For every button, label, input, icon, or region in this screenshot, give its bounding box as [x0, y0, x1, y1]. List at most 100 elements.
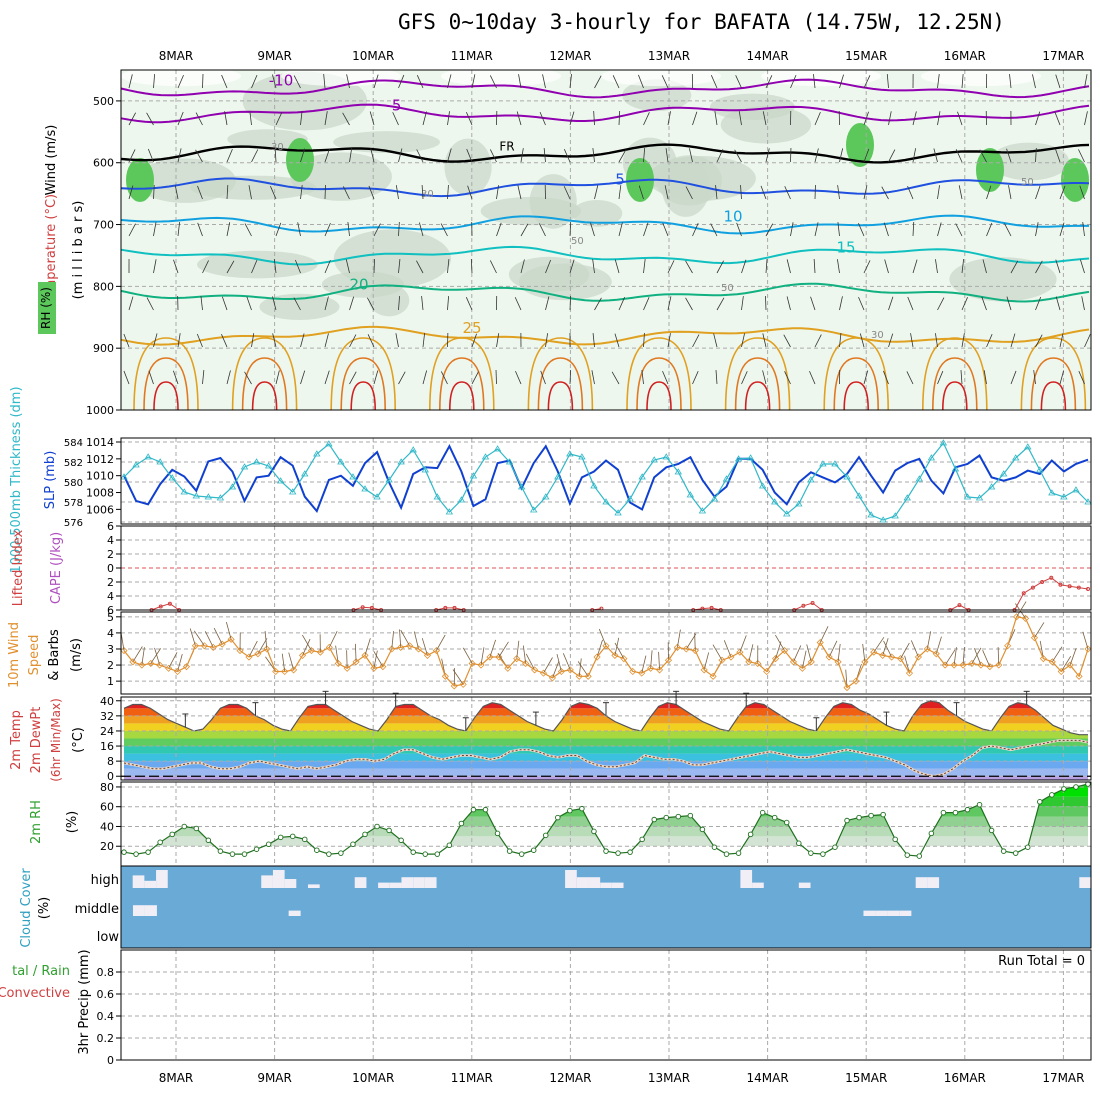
rh-point — [784, 819, 790, 826]
rh-point — [289, 833, 296, 840]
rh-point — [482, 806, 489, 813]
wind-barb — [251, 74, 258, 89]
surface-wind-barb — [801, 650, 807, 669]
wind-barb — [246, 296, 252, 311]
lifted-index-point — [957, 603, 962, 608]
rh-contour-label: 30 — [271, 142, 284, 153]
y-tick-label: 0 — [107, 770, 114, 783]
wind-speed-marker — [914, 653, 922, 661]
wind-barb — [244, 223, 252, 237]
y-tick-label: 60 — [100, 801, 114, 814]
wind-barb — [177, 148, 182, 163]
wind-barb — [937, 74, 940, 89]
cloud-bar-high — [600, 882, 612, 888]
rh-point — [579, 805, 585, 812]
wind-barb — [981, 296, 987, 311]
wind-barb — [716, 149, 724, 163]
rh-point — [699, 826, 706, 833]
wind-speed-marker — [807, 658, 815, 666]
wind-barb — [515, 370, 522, 385]
wind-barb — [342, 112, 350, 126]
wind-barb — [839, 74, 844, 89]
wind-barb — [863, 111, 869, 126]
wind-barb — [1035, 111, 1041, 126]
rh-blob-moderate — [368, 284, 410, 317]
wind-speed-marker — [959, 661, 967, 669]
wind-barb — [128, 223, 136, 237]
surface-wind-barb — [900, 642, 910, 659]
rh-contour-label: 50 — [721, 283, 734, 294]
rh-point — [398, 837, 404, 844]
wind-speed-marker — [593, 653, 601, 661]
wind-barb — [300, 333, 305, 348]
wind-barb — [342, 186, 350, 200]
rh-point — [422, 851, 429, 857]
surface-wind-barb — [421, 638, 428, 656]
y-tick-label: 1000 — [86, 404, 114, 417]
wind-barb — [249, 111, 252, 126]
wind-barb — [1035, 222, 1039, 237]
wind-barb — [153, 184, 155, 200]
wind-barb — [937, 185, 940, 200]
wind-speed-marker — [852, 677, 860, 685]
surface-wind-barb — [775, 641, 782, 659]
cloud-bar-high — [144, 880, 157, 888]
wind-barb — [275, 370, 280, 385]
wind-speed-marker — [450, 682, 458, 690]
wind-barb — [367, 334, 375, 348]
wind-barb — [324, 370, 330, 385]
rh-point — [1073, 784, 1079, 790]
thickness-marker — [409, 446, 417, 453]
y-tick-label: 40 — [100, 820, 114, 833]
wind-barb — [369, 111, 375, 126]
wind-barb — [465, 297, 473, 311]
wind-speed-marker — [441, 672, 449, 680]
surface-wind-barb — [189, 628, 196, 646]
temperature-band — [124, 776, 1088, 780]
surface-wind-barb — [944, 649, 956, 666]
rh-point — [687, 812, 694, 819]
temperature-axis-label: Temperature (°C) — [44, 194, 59, 307]
wind-speed-marker — [968, 659, 976, 668]
surface-wind-barb — [1082, 631, 1089, 650]
temperature-band — [121, 697, 1091, 701]
thickness-marker — [662, 453, 670, 460]
y-tick-label: 1010 — [86, 470, 114, 483]
surface-wind-barb — [703, 652, 710, 670]
surface-wind-barb — [288, 652, 294, 670]
wind-barb — [520, 223, 529, 237]
temperature-contour-bl — [932, 357, 978, 411]
wind-barb — [221, 74, 228, 89]
wind-speed-marker — [334, 659, 342, 668]
thickness-marker — [542, 493, 550, 500]
wind-barb — [667, 296, 672, 311]
y-tick-label: 24 — [100, 725, 114, 738]
surface-wind-barb — [904, 655, 910, 674]
wind-barb — [146, 112, 154, 126]
wind-barb — [592, 259, 595, 274]
cloud-bar-high — [424, 877, 437, 888]
wind-barb — [912, 221, 915, 237]
wind-barb — [202, 73, 204, 89]
temperature-band — [124, 746, 1088, 754]
precip-unit-label: 3hr Precip (mm) — [77, 949, 92, 1054]
wind-barb — [324, 296, 329, 311]
y-tick-label: 2 — [107, 659, 114, 672]
wind-barb — [153, 222, 157, 237]
thickness-marker — [505, 458, 514, 465]
thickness-marker — [939, 439, 948, 446]
wind-barb — [957, 111, 963, 126]
temperature-band — [124, 738, 1088, 747]
rh-point — [964, 806, 971, 813]
wind-barb — [983, 370, 987, 385]
temperature-contour-bl — [843, 381, 869, 411]
wind-barb — [863, 75, 871, 89]
wind-barb — [514, 297, 522, 311]
rh-point — [675, 813, 682, 820]
surface-wind-barb — [177, 654, 183, 672]
wind-barb — [539, 111, 546, 126]
cloud-bar-high — [401, 877, 414, 888]
wind-speed-marker — [379, 663, 387, 671]
surface-wind-barb — [962, 647, 965, 666]
wind-barb — [760, 185, 767, 200]
